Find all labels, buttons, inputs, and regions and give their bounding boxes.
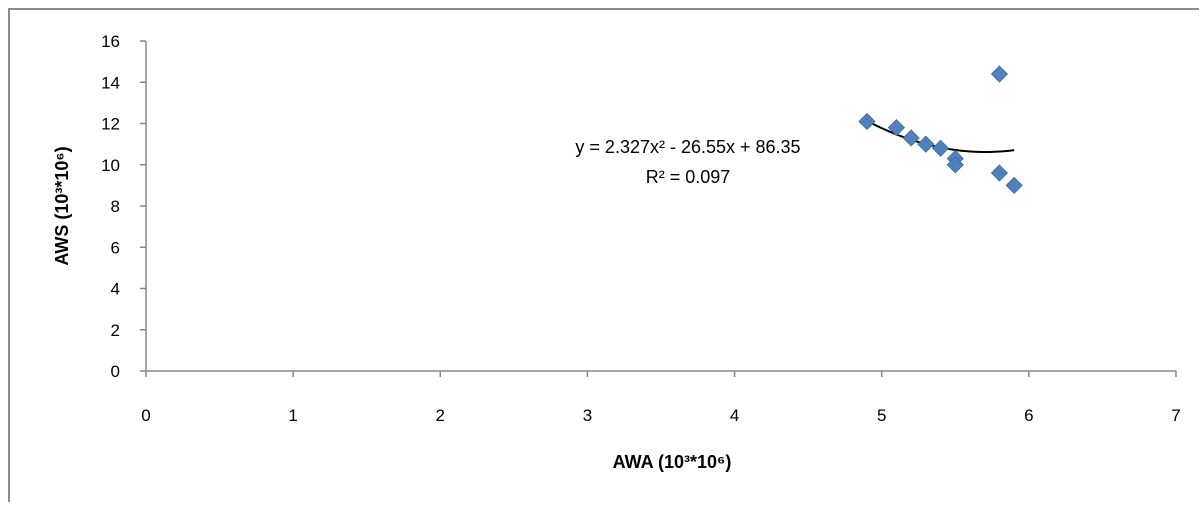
x-tick-label: 1 bbox=[288, 406, 297, 425]
x-tick-label: 2 bbox=[436, 406, 445, 425]
axes bbox=[140, 40, 1177, 377]
data-point bbox=[932, 139, 950, 157]
data-point bbox=[858, 112, 876, 131]
y-tick-label: 4 bbox=[111, 280, 120, 299]
trendline-equation: y = 2.327x² - 26.55x + 86.35 bbox=[575, 137, 800, 157]
data-point bbox=[887, 119, 905, 137]
y-tick-label: 14 bbox=[101, 73, 120, 92]
x-tick-labels: 0 1 2 3 4 5 6 7 bbox=[141, 406, 1180, 425]
x-tick-label: 5 bbox=[877, 406, 886, 425]
y-tick-label: 16 bbox=[101, 32, 120, 51]
y-tick-label: 8 bbox=[111, 197, 120, 216]
x-tick-label: 3 bbox=[583, 406, 592, 425]
x-tick-label: 7 bbox=[1171, 406, 1180, 425]
r-squared-label: R² = 0.097 bbox=[646, 167, 731, 187]
x-tick-label: 4 bbox=[730, 406, 739, 425]
data-point bbox=[917, 135, 935, 153]
x-tick-label: 0 bbox=[141, 406, 150, 425]
data-points bbox=[858, 65, 1023, 194]
y-tick-label: 0 bbox=[111, 362, 120, 381]
y-tick-label: 6 bbox=[111, 238, 120, 257]
data-point bbox=[990, 164, 1008, 182]
chart-frame bbox=[8, 8, 1199, 502]
x-tick-label: 6 bbox=[1024, 406, 1033, 425]
y-axis-title: AWS (10³*10⁶) bbox=[52, 146, 72, 265]
y-tick-label: 10 bbox=[101, 156, 120, 175]
y-tick-label: 12 bbox=[101, 115, 120, 134]
data-point bbox=[946, 156, 964, 174]
y-tick-label: 2 bbox=[111, 321, 120, 340]
data-point bbox=[1005, 176, 1023, 194]
data-point bbox=[990, 65, 1008, 83]
data-point bbox=[902, 129, 920, 147]
x-axis-title: AWA (10³*10⁶) bbox=[613, 452, 732, 472]
y-tick-labels: 0 2 4 6 8 10 12 14 16 bbox=[101, 32, 120, 381]
